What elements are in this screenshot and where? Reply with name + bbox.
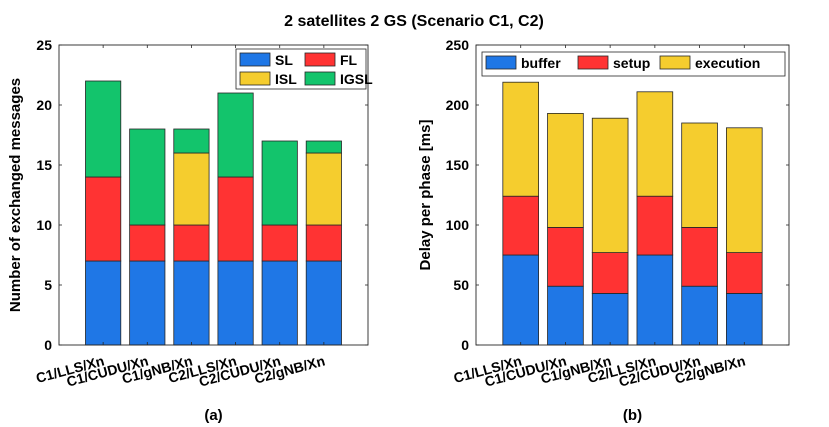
bar-setup-c1-cudu-xn (547, 226, 584, 287)
y-tick-label: 50 (453, 277, 469, 293)
legend-label-execution: execution (695, 55, 760, 71)
bar-fl-c1-gnb-xn (173, 224, 210, 262)
bar-setup-c2-cudu-xn (681, 226, 718, 287)
bar-sl-c2-cudu-xn (261, 260, 298, 346)
axes-box (475, 44, 790, 346)
bar-execution-c1-gnb-xn (591, 117, 629, 253)
bar-execution-c2-lls-xn (636, 91, 674, 197)
bar-buffer-c1-gnb-xn (591, 292, 629, 346)
bar-buffer-c2-cudu-xn (681, 285, 718, 346)
legend-swatch-sl (239, 52, 271, 67)
legend-swatch-igsl (304, 71, 336, 86)
legend-label-fl: FL (340, 52, 358, 68)
bar-fl-c2-lls-xn (217, 176, 254, 262)
y-tick-label: 20 (36, 97, 52, 113)
chart-caption: (b) (623, 407, 642, 424)
bar-setup-c1-lls-xn (502, 195, 539, 256)
chart-a: C1/LLS/XnC1/CUDU/XnC1/gNB/XnC2/LLS/XnC2/… (7, 37, 373, 424)
bar-fl-c2-gnb-xn (305, 224, 342, 262)
legend-swatch-setup (577, 55, 609, 70)
bar-buffer-c1-cudu-xn (547, 285, 584, 346)
chart-caption: (a) (204, 407, 222, 424)
legend-swatch-fl (304, 52, 336, 67)
chart-b: C1/LLS/XnC1/CUDU/XnC1/gNB/XnC2/LLS/XnC2/… (417, 37, 790, 424)
bar-igsl-c1-lls-xn (85, 80, 122, 178)
bar-execution-c2-cudu-xn (681, 122, 718, 228)
bar-sl-c1-cudu-xn (129, 260, 166, 346)
bar-setup-c2-gnb-xn (726, 252, 763, 294)
bar-igsl-c2-cudu-xn (261, 140, 298, 226)
y-tick-label: 200 (446, 97, 470, 113)
bar-igsl-c2-gnb-xn (305, 140, 342, 154)
y-tick-label: 0 (44, 337, 52, 353)
bar-buffer-c2-gnb-xn (726, 292, 763, 346)
y-tick-label: 100 (446, 217, 470, 233)
bar-execution-c1-cudu-xn (547, 113, 584, 228)
bar-fl-c1-cudu-xn (129, 224, 166, 262)
legend-box (481, 51, 786, 77)
legend-label-igsl: IGSL (340, 71, 373, 87)
figure-title: 2 satellites 2 GS (Scenario C1, C2) (284, 13, 544, 30)
bar-execution-c1-lls-xn (502, 81, 539, 197)
y-tick-label: 15 (36, 157, 52, 173)
legend: SL FL ISL IGSL (235, 48, 373, 90)
legend-label-buffer: buffer (521, 55, 561, 71)
bar-sl-c2-lls-xn (217, 260, 254, 346)
y-axis-label: Number of exchanged messages (7, 78, 24, 312)
y-tick-label: 250 (446, 37, 470, 53)
legend: buffer setup execution (481, 51, 786, 77)
bar-sl-c2-gnb-xn (305, 260, 342, 346)
legend-swatch-buffer (485, 55, 517, 70)
y-tick-label: 0 (461, 337, 469, 353)
legend-label-isl: ISL (275, 71, 297, 87)
legend-label-setup: setup (613, 55, 650, 71)
bar-sl-c1-lls-xn (85, 260, 122, 346)
bar-igsl-c1-gnb-xn (173, 128, 210, 154)
y-tick-label: 150 (446, 157, 470, 173)
y-tick-label: 10 (36, 217, 52, 233)
bar-fl-c2-cudu-xn (261, 224, 298, 262)
bar-isl-c2-gnb-xn (305, 152, 342, 226)
y-tick-label: 5 (44, 277, 52, 293)
bar-fl-c1-lls-xn (85, 176, 122, 262)
bar-isl-c1-gnb-xn (173, 152, 210, 226)
bar-buffer-c1-lls-xn (502, 254, 539, 346)
bar-igsl-c1-cudu-xn (129, 128, 166, 226)
legend-swatch-isl (239, 71, 271, 86)
legend-swatch-execution (659, 55, 691, 70)
y-tick-label: 25 (36, 37, 52, 53)
axes-box (58, 44, 369, 346)
bar-setup-c2-lls-xn (636, 195, 674, 256)
bar-sl-c1-gnb-xn (173, 260, 210, 346)
bar-execution-c2-gnb-xn (726, 127, 763, 254)
y-axis-label: Delay per phase [ms] (417, 120, 434, 271)
legend-label-sl: SL (275, 52, 293, 68)
bar-igsl-c2-lls-xn (217, 92, 254, 178)
bar-setup-c1-gnb-xn (591, 252, 629, 294)
bar-buffer-c2-lls-xn (636, 254, 674, 346)
